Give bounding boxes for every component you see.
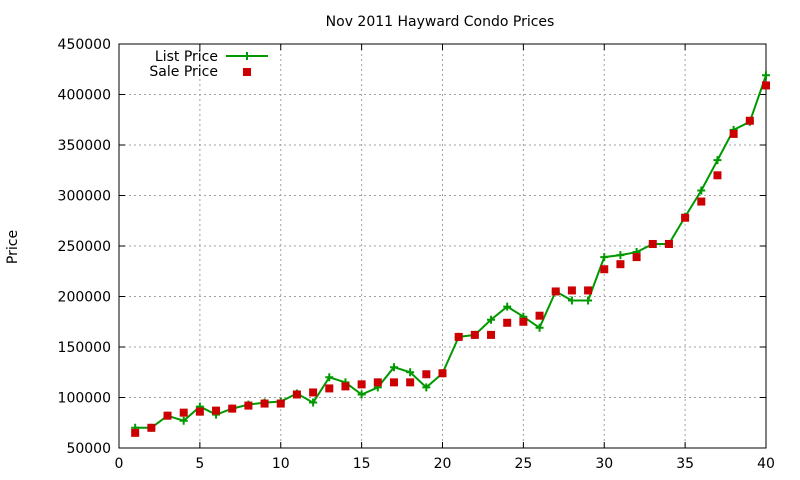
sale-price-point (503, 318, 512, 327)
list-price-point (600, 253, 609, 262)
y-tick-label: 50000 (66, 441, 111, 457)
sale-price-point (163, 411, 172, 420)
sale-price-point (745, 116, 754, 125)
sale-price-point (406, 378, 415, 387)
y-tick-label: 300000 (58, 189, 111, 205)
sale-price-point (697, 197, 706, 206)
y-tick-label: 100000 (58, 391, 111, 407)
list-price-point (179, 416, 188, 425)
sale-price-point (648, 239, 657, 248)
list-price-point (584, 296, 593, 305)
x-tick-label: 30 (595, 456, 613, 472)
sale-price-point (325, 384, 334, 393)
y-tick-label: 450000 (58, 37, 111, 53)
list-price-point (503, 302, 512, 311)
list-price-point (406, 368, 415, 377)
x-tick-label: 10 (272, 456, 290, 472)
sale-price-point (535, 311, 544, 320)
sale-price-point (762, 81, 770, 90)
sale-price-point (632, 253, 641, 262)
sale-price-point (179, 408, 188, 417)
x-tick-label: 15 (353, 456, 371, 472)
sale-price-point (713, 171, 722, 180)
sale-price-point (664, 239, 673, 248)
list-price-point (309, 398, 318, 407)
sale-price-point (341, 382, 350, 391)
sale-price-point (487, 330, 496, 339)
legend-label-list-price: List Price (155, 49, 218, 65)
list-price-point (762, 71, 770, 80)
sale-price-point (584, 286, 593, 295)
list-price-point (713, 156, 722, 165)
list-price-point (616, 251, 625, 260)
x-axis: 0 5 10 15 20 25 30 35 40 (115, 44, 775, 472)
sale-price-point (616, 260, 625, 269)
sale-price-point (551, 287, 560, 296)
y-tick-label: 200000 (58, 290, 111, 306)
x-tick-label: 40 (757, 456, 775, 472)
sale-price-point (454, 332, 463, 341)
x-tick-label: 5 (195, 456, 204, 472)
sale-price-point (357, 380, 366, 389)
sale-price-point (276, 399, 285, 408)
sale-price-point (519, 317, 528, 326)
x-tick-label: 25 (514, 456, 532, 472)
sale-price-point (422, 370, 431, 379)
list-price-point (487, 315, 496, 324)
list-price-point (567, 296, 576, 305)
sale-price-point (389, 378, 398, 387)
x-tick-label: 20 (434, 456, 452, 472)
x-tick-label: 35 (676, 456, 694, 472)
sale-price-point (292, 390, 301, 399)
list-price-point (422, 383, 431, 392)
legend: List Price Sale Price (149, 49, 268, 80)
sale-price-point (600, 265, 609, 274)
sale-price-point (470, 330, 479, 339)
sale-price-point (131, 428, 140, 437)
sale-price-point (212, 406, 221, 415)
list-price-point (357, 390, 366, 399)
y-tick-label: 350000 (58, 138, 111, 154)
y-axis: 50000 100000 150000 200000 250000 300000 35000… (58, 37, 766, 457)
list-price-point (697, 186, 706, 195)
series-layer (131, 71, 770, 437)
chart-title: Nov 2011 Hayward Condo Prices (326, 14, 555, 30)
sale-price-point (309, 388, 318, 397)
sale-price-point (195, 407, 204, 416)
y-tick-label: 150000 (58, 340, 111, 356)
sale-price-point (147, 423, 156, 432)
list-price-point (389, 363, 398, 372)
legend-label-sale-price: Sale Price (149, 64, 218, 80)
sale-price-point (729, 129, 738, 138)
series-line-list-price (135, 74, 767, 429)
sale-price-point (244, 401, 253, 410)
list-price-point (535, 323, 544, 332)
sale-price-point (567, 286, 576, 295)
sale-price-point (681, 213, 690, 222)
list-price-point (325, 373, 334, 382)
y-tick-label: 250000 (58, 239, 111, 255)
x-tick-label: 0 (115, 456, 124, 472)
legend-marker-sale-price (243, 68, 251, 76)
y-tick-label: 400000 (58, 88, 111, 104)
y-axis-label: Price (5, 230, 21, 264)
sale-price-point (228, 404, 237, 413)
sale-price-point (260, 399, 269, 408)
sale-price-point (373, 378, 382, 387)
sale-price-point (438, 369, 447, 378)
